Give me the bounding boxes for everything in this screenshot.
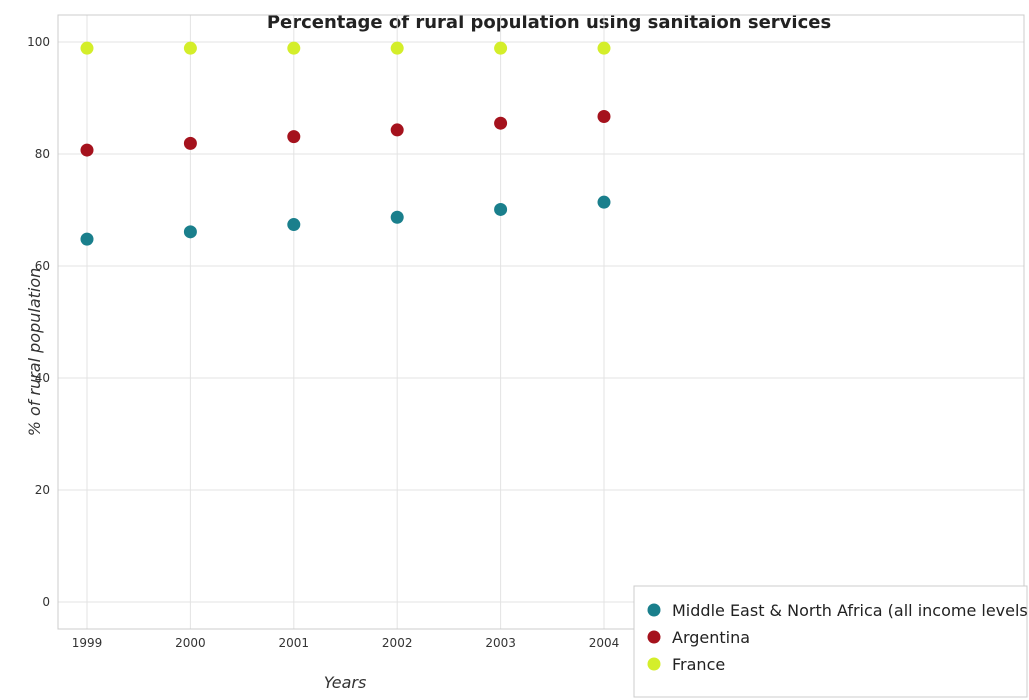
legend-label: Argentina <box>672 628 750 647</box>
data-point <box>183 136 197 150</box>
x-tick-labels: 1999 2000 2001 2002 2003 2004 <box>72 636 620 650</box>
chart-title: Percentage of rural population using san… <box>267 12 831 33</box>
data-point <box>287 41 301 55</box>
x-tick-label: 2003 <box>485 636 516 650</box>
x-tick-label: 2000 <box>175 636 206 650</box>
data-point <box>494 202 508 216</box>
y-axis-label: % of rural population <box>25 268 44 437</box>
data-point <box>494 41 508 55</box>
y-tick-label: 0 <box>42 595 50 609</box>
data-point <box>80 143 94 157</box>
y-tick-label: 40 <box>35 371 50 385</box>
legend-label: France <box>672 655 725 674</box>
data-point <box>287 130 301 144</box>
legend-marker <box>647 630 661 644</box>
data-point <box>390 123 404 137</box>
data-point <box>80 232 94 246</box>
grid-lines <box>58 15 1024 629</box>
y-tick-label: 60 <box>35 259 50 273</box>
data-points <box>80 41 611 246</box>
legend-marker <box>647 657 661 671</box>
y-tick-labels: 0 20 40 60 80 100 <box>27 35 50 609</box>
data-point <box>390 210 404 224</box>
legend-box <box>633 585 1028 698</box>
x-tick-label: 2002 <box>382 636 413 650</box>
x-tick-label: 2001 <box>279 636 310 650</box>
plot-area-frame <box>57 14 1025 630</box>
legend: Middle East & North Africa (all income l… <box>633 585 1029 698</box>
legend-label: Middle East & North Africa (all income l… <box>672 601 1029 620</box>
x-tick-label: 2004 <box>589 636 620 650</box>
data-point <box>183 225 197 239</box>
data-point <box>597 109 611 123</box>
data-point <box>183 41 197 55</box>
y-tick-label: 80 <box>35 147 50 161</box>
y-tick-label: 20 <box>35 483 50 497</box>
x-tick-label: 1999 <box>72 636 103 650</box>
data-point <box>390 41 404 55</box>
data-point <box>597 41 611 55</box>
data-point <box>597 195 611 209</box>
legend-marker <box>647 603 661 617</box>
x-axis-label: Years <box>324 673 367 692</box>
y-tick-label: 100 <box>27 35 50 49</box>
data-point <box>80 41 94 55</box>
data-point <box>494 116 508 130</box>
data-point <box>287 218 301 232</box>
